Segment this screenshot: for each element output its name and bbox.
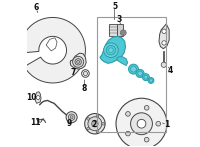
Circle shape bbox=[83, 71, 87, 76]
Circle shape bbox=[39, 119, 42, 122]
Circle shape bbox=[104, 43, 118, 57]
Circle shape bbox=[73, 56, 84, 67]
Text: 9: 9 bbox=[67, 118, 72, 127]
Circle shape bbox=[161, 62, 166, 67]
Polygon shape bbox=[117, 57, 128, 66]
Polygon shape bbox=[100, 36, 125, 63]
Circle shape bbox=[92, 121, 98, 127]
Circle shape bbox=[148, 78, 154, 83]
Circle shape bbox=[144, 106, 149, 110]
Circle shape bbox=[106, 45, 116, 55]
Polygon shape bbox=[20, 17, 85, 83]
Circle shape bbox=[126, 131, 130, 136]
Circle shape bbox=[137, 119, 146, 128]
Polygon shape bbox=[46, 38, 57, 51]
Text: 2: 2 bbox=[92, 120, 97, 129]
Circle shape bbox=[142, 74, 149, 81]
Circle shape bbox=[109, 48, 113, 52]
Circle shape bbox=[102, 122, 105, 125]
Circle shape bbox=[144, 137, 149, 142]
Circle shape bbox=[120, 30, 126, 36]
Text: 3: 3 bbox=[116, 15, 122, 24]
Circle shape bbox=[96, 130, 99, 133]
Circle shape bbox=[131, 113, 152, 135]
Text: 1: 1 bbox=[164, 120, 170, 129]
Circle shape bbox=[88, 117, 102, 131]
Circle shape bbox=[96, 115, 99, 117]
Polygon shape bbox=[159, 24, 169, 49]
Polygon shape bbox=[35, 92, 41, 103]
Text: 8: 8 bbox=[82, 84, 87, 93]
Circle shape bbox=[87, 127, 89, 130]
Text: 6: 6 bbox=[33, 4, 39, 12]
Circle shape bbox=[126, 112, 130, 116]
Circle shape bbox=[131, 66, 136, 72]
Circle shape bbox=[68, 114, 75, 120]
Circle shape bbox=[85, 113, 105, 134]
Circle shape bbox=[149, 79, 153, 82]
Bar bbox=[109, 24, 117, 36]
Circle shape bbox=[136, 69, 144, 78]
Circle shape bbox=[75, 59, 81, 65]
Circle shape bbox=[36, 96, 40, 99]
Circle shape bbox=[70, 116, 73, 119]
Circle shape bbox=[156, 121, 161, 126]
Text: 5: 5 bbox=[112, 2, 117, 11]
Text: 7: 7 bbox=[70, 68, 76, 77]
Circle shape bbox=[77, 60, 80, 63]
Circle shape bbox=[144, 75, 148, 79]
Circle shape bbox=[162, 29, 166, 34]
Circle shape bbox=[129, 64, 138, 74]
Text: 11: 11 bbox=[30, 118, 40, 127]
Bar bbox=[97, 17, 166, 132]
Circle shape bbox=[162, 41, 166, 45]
Circle shape bbox=[66, 112, 77, 123]
Polygon shape bbox=[70, 53, 86, 69]
Bar bbox=[117, 24, 123, 36]
Text: 10: 10 bbox=[26, 93, 37, 102]
Text: 4: 4 bbox=[168, 66, 173, 75]
Circle shape bbox=[116, 98, 167, 147]
Circle shape bbox=[138, 71, 142, 76]
Circle shape bbox=[87, 118, 89, 120]
